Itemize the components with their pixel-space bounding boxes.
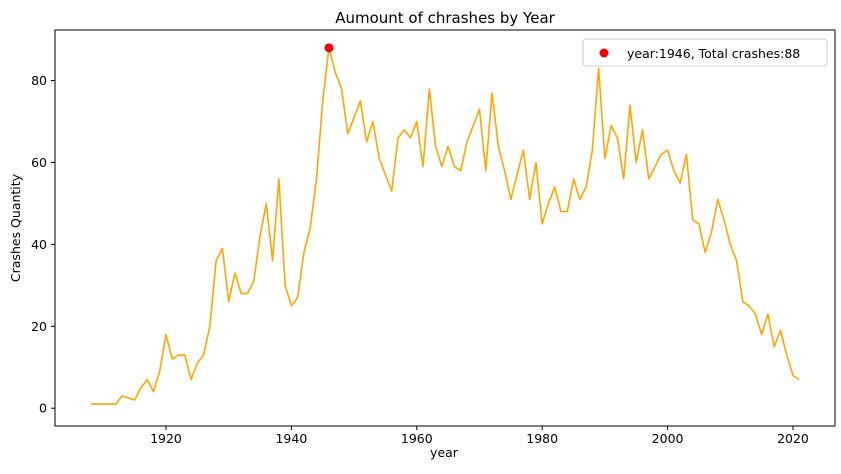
y-tick-label: 0: [39, 401, 47, 416]
series-line: [90, 47, 800, 405]
x-tick-label: 2000: [652, 431, 684, 446]
legend-marker-icon: [599, 48, 609, 58]
x-tick-label: 1940: [275, 431, 307, 446]
x-axis-label: year: [430, 445, 459, 460]
plot-area: [90, 43, 800, 405]
x-axis: 1920 1940 1960 1980 2000 2020: [150, 426, 809, 446]
x-tick-label: 2020: [777, 431, 809, 446]
y-tick-label: 80: [31, 73, 47, 88]
y-tick-label: 20: [31, 319, 47, 334]
y-axis: 0 20 40 60 80: [31, 73, 55, 416]
chart-title: Aumount of chrashes by Year: [335, 9, 555, 27]
legend-box: [582, 38, 828, 67]
highlight-point: [324, 43, 334, 53]
legend: year:1946, Total crashes:88: [582, 38, 828, 67]
x-tick-label: 1920: [150, 431, 182, 446]
x-tick-label: 1980: [526, 431, 558, 446]
plot-frame: [54, 29, 836, 427]
legend-label: year:1946, Total crashes:88: [627, 46, 800, 61]
x-tick-label: 1960: [401, 431, 433, 446]
y-tick-label: 40: [31, 237, 47, 252]
y-axis-label: Crashes Quantity: [8, 173, 23, 282]
y-tick-label: 60: [31, 155, 47, 170]
